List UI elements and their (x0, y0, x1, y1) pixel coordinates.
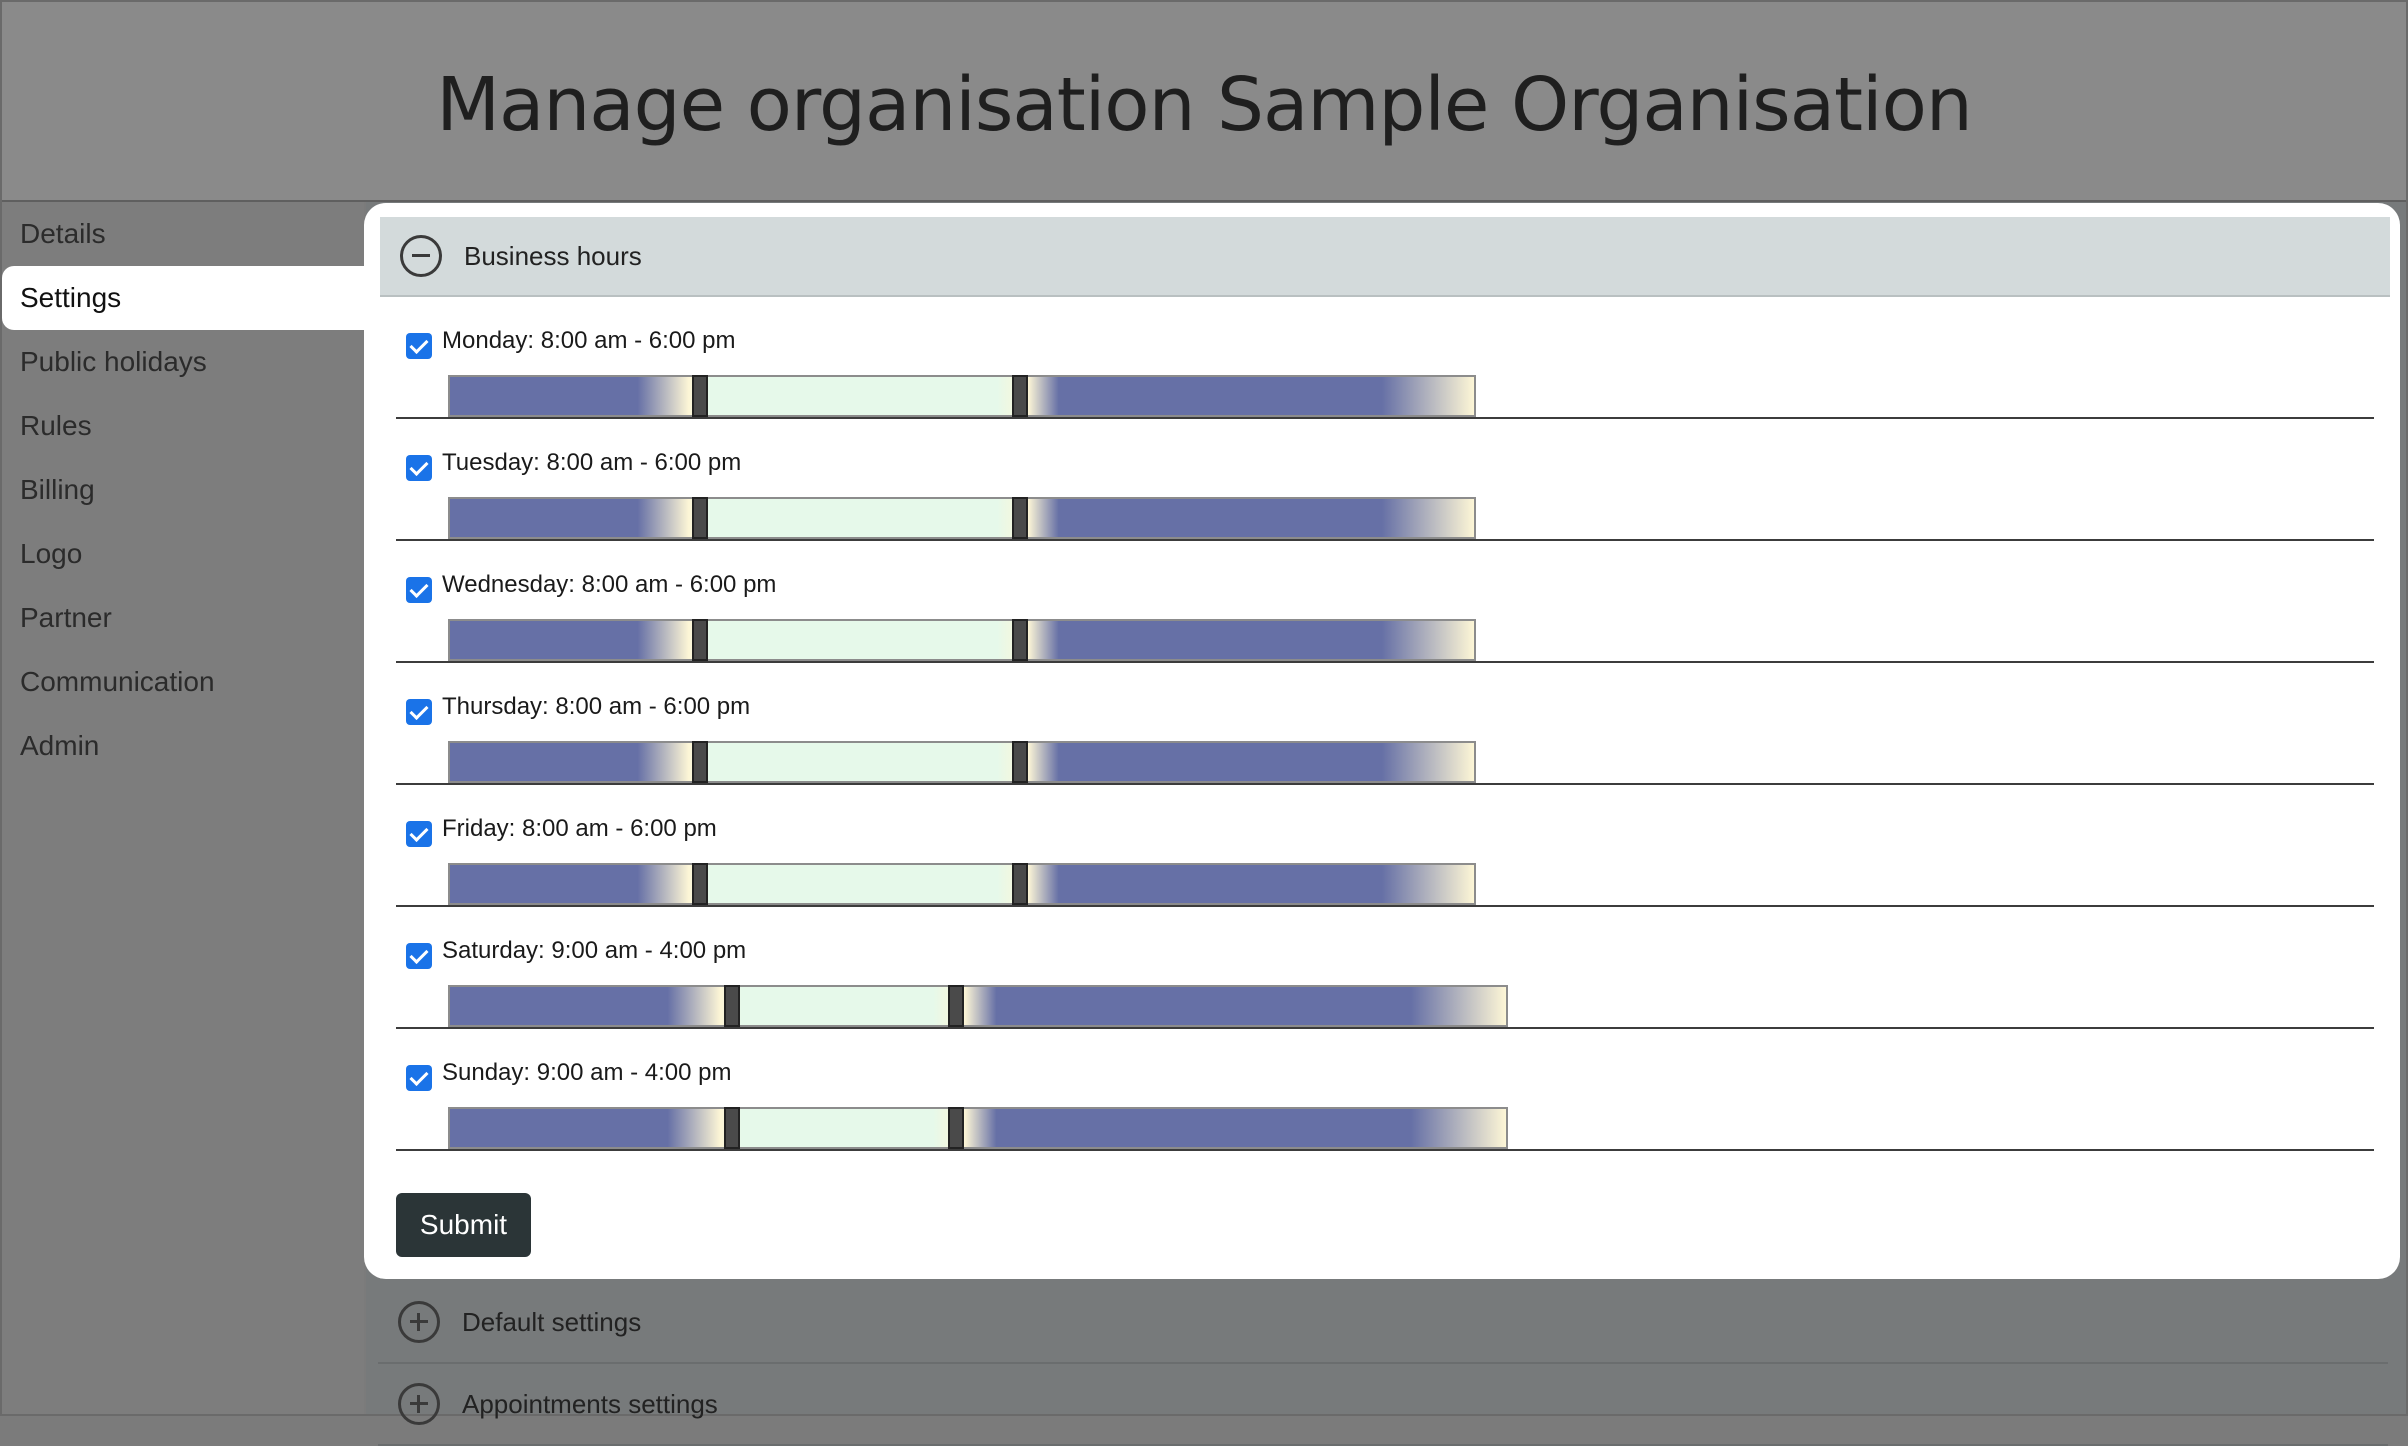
day-hours-label: Wednesday: 8:00 am - 6:00 pm (442, 571, 777, 598)
business-hours-title: Business hours (464, 240, 642, 271)
expand-plus-icon[interactable] (398, 1383, 440, 1425)
hours-range-slider[interactable] (448, 985, 1508, 1027)
start-time-handle[interactable] (724, 1107, 740, 1149)
hours-range-slider[interactable] (448, 741, 1476, 783)
appointments-settings-title: Appointments settings (462, 1388, 718, 1419)
start-time-handle[interactable] (692, 863, 708, 905)
hours-range-slider[interactable] (448, 375, 1476, 417)
business-hours-panel: Business hours Monday: 8:00 am - 6:00 pm… (364, 203, 2400, 1279)
start-time-handle[interactable] (692, 497, 708, 539)
hours-range-slider[interactable] (448, 1107, 1508, 1149)
window-frame (0, 0, 2408, 1416)
sidebar-item-partner[interactable]: Partner (20, 602, 112, 633)
submit-button[interactable]: Submit (396, 1193, 531, 1257)
day-row: Saturday: 9:00 am - 4:00 pm (396, 907, 2374, 1029)
hours-range-slider[interactable] (448, 619, 1476, 661)
day-row: Wednesday: 8:00 am - 6:00 pm (396, 541, 2374, 663)
day-enabled-checkbox[interactable] (406, 333, 432, 359)
hours-range-slider[interactable] (448, 497, 1476, 539)
sidebar-item-communication[interactable]: Communication (20, 666, 215, 697)
start-time-handle[interactable] (692, 375, 708, 417)
page-title: Manage organisation Sample Organisation (436, 62, 1973, 148)
day-hours-label: Monday: 8:00 am - 6:00 pm (442, 327, 736, 354)
appointments-settings-header[interactable]: Appointments settings (378, 1364, 2388, 1446)
day-row: Tuesday: 8:00 am - 6:00 pm (396, 419, 2374, 541)
sidebar-item-settings[interactable]: Settings (2, 266, 364, 330)
sidebar-item-admin[interactable]: Admin (20, 730, 100, 761)
day-enabled-checkbox[interactable] (406, 455, 432, 481)
start-time-handle[interactable] (692, 619, 708, 661)
end-time-handle[interactable] (948, 1107, 964, 1149)
day-enabled-checkbox[interactable] (406, 577, 432, 603)
business-hours-header[interactable]: Business hours (380, 217, 2390, 297)
sidebar: Details Settings Public holidays Rules B… (2, 202, 364, 1414)
hours-range-slider[interactable] (448, 863, 1476, 905)
sidebar-item-public-holidays[interactable]: Public holidays (20, 346, 207, 377)
collapse-minus-icon[interactable] (400, 235, 442, 277)
sidebar-item-billing[interactable]: Billing (20, 474, 95, 505)
end-time-handle[interactable] (1012, 741, 1028, 783)
end-time-handle[interactable] (1012, 375, 1028, 417)
day-enabled-checkbox[interactable] (406, 1065, 432, 1091)
default-settings-title: Default settings (462, 1306, 642, 1337)
start-time-handle[interactable] (692, 741, 708, 783)
day-hours-label: Tuesday: 8:00 am - 6:00 pm (442, 449, 742, 476)
day-row: Monday: 8:00 am - 6:00 pm (396, 297, 2374, 419)
end-time-handle[interactable] (1012, 497, 1028, 539)
end-time-handle[interactable] (948, 985, 964, 1027)
day-row: Thursday: 8:00 am - 6:00 pm (396, 663, 2374, 785)
sidebar-item-logo[interactable]: Logo (20, 538, 83, 569)
sidebar-item-details[interactable]: Details (20, 218, 106, 249)
expand-plus-icon[interactable] (398, 1301, 440, 1343)
day-row: Friday: 8:00 am - 6:00 pm (396, 785, 2374, 907)
day-enabled-checkbox[interactable] (406, 943, 432, 969)
day-hours-label: Friday: 8:00 am - 6:00 pm (442, 815, 717, 842)
default-settings-header[interactable]: Default settings (378, 1282, 2388, 1364)
page-header: Manage organisation Sample Organisation (2, 2, 2406, 202)
day-row: Sunday: 9:00 am - 4:00 pm (396, 1029, 2374, 1151)
sidebar-item-rules[interactable]: Rules (20, 410, 92, 441)
day-enabled-checkbox[interactable] (406, 821, 432, 847)
day-hours-label: Sunday: 9:00 am - 4:00 pm (442, 1059, 732, 1086)
end-time-handle[interactable] (1012, 619, 1028, 661)
day-hours-label: Saturday: 9:00 am - 4:00 pm (442, 937, 747, 964)
end-time-handle[interactable] (1012, 863, 1028, 905)
start-time-handle[interactable] (724, 985, 740, 1027)
day-enabled-checkbox[interactable] (406, 699, 432, 725)
day-hours-label: Thursday: 8:00 am - 6:00 pm (442, 693, 751, 720)
